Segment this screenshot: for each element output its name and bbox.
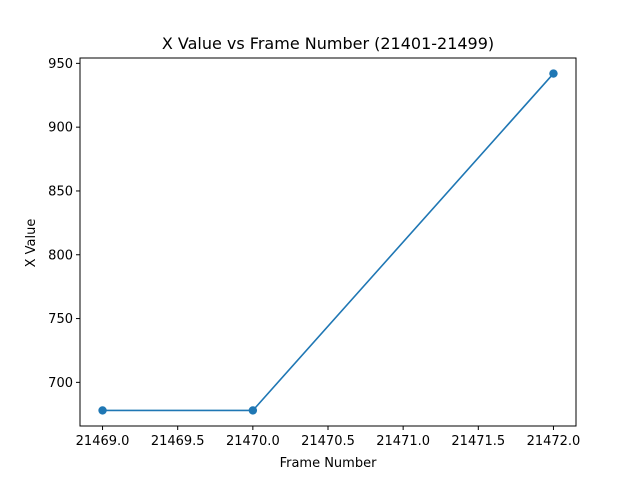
y-tick-label: 800 — [48, 248, 73, 263]
plot-area — [98, 69, 558, 415]
axes-frame — [79, 57, 577, 427]
chart-title: X Value vs Frame Number (21401-21499) — [162, 34, 494, 53]
x-tick-label: 21471.5 — [451, 434, 505, 449]
x-tick-label: 21471.0 — [376, 434, 430, 449]
y-axis-label: X Value — [24, 219, 39, 268]
x-tick-label: 21469.0 — [76, 434, 130, 449]
y-tick-label: 750 — [48, 312, 73, 327]
x-tick-label: 21469.5 — [151, 434, 205, 449]
x-tick-label: 21470.5 — [301, 434, 355, 449]
y-tick-label: 900 — [48, 121, 73, 136]
x-tick-label: 21470.0 — [226, 434, 280, 449]
y-tick-label: 850 — [48, 184, 73, 199]
y-tick-label: 700 — [48, 376, 73, 391]
x-axis-label: Frame Number — [280, 456, 378, 471]
x-tick-label: 21472.0 — [527, 434, 581, 449]
data-point-marker — [98, 406, 107, 415]
data-point-marker — [248, 406, 258, 415]
axis-ticks: 21469.0 21469.5 21470.0 21470.5 21471.0 21471… — [48, 57, 580, 449]
data-point-marker — [549, 69, 558, 78]
y-tick-label: 950 — [48, 57, 73, 72]
